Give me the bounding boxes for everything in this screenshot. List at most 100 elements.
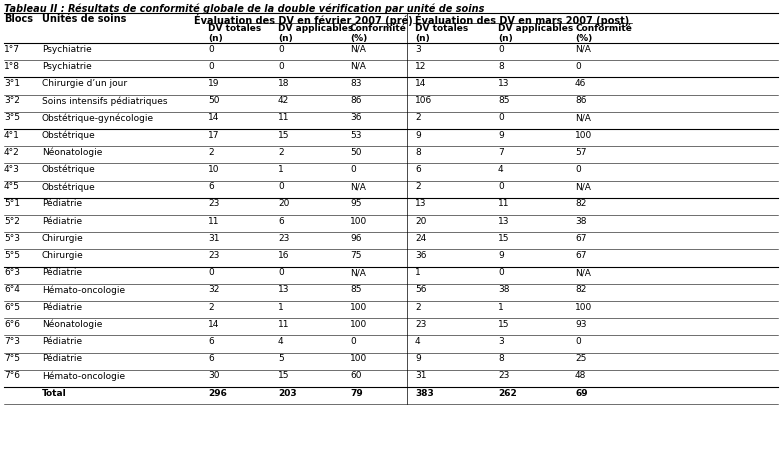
- Text: 85: 85: [498, 96, 509, 105]
- Text: 4: 4: [278, 337, 284, 346]
- Text: 18: 18: [278, 79, 289, 88]
- Text: 16: 16: [278, 251, 289, 260]
- Text: 0: 0: [575, 165, 581, 174]
- Text: 1: 1: [415, 268, 420, 277]
- Text: 20: 20: [415, 217, 427, 226]
- Text: 0: 0: [498, 45, 504, 54]
- Text: Pédiatrie: Pédiatrie: [42, 354, 82, 363]
- Text: 0: 0: [350, 337, 356, 346]
- Text: 4°5: 4°5: [4, 182, 20, 191]
- Text: 2: 2: [278, 148, 284, 157]
- Text: 50: 50: [208, 96, 219, 105]
- Text: 14: 14: [415, 79, 427, 88]
- Text: 0: 0: [498, 182, 504, 191]
- Text: N/A: N/A: [575, 45, 591, 54]
- Text: 4°3: 4°3: [4, 165, 20, 174]
- Text: 6: 6: [208, 182, 214, 191]
- Text: Psychiatrie: Psychiatrie: [42, 45, 92, 54]
- Text: 13: 13: [498, 79, 509, 88]
- Text: 11: 11: [208, 217, 219, 226]
- Text: 1: 1: [278, 165, 284, 174]
- Text: Obstétrique: Obstétrique: [42, 130, 96, 140]
- Text: 11: 11: [498, 199, 509, 208]
- Text: 95: 95: [350, 199, 361, 208]
- Text: 36: 36: [350, 113, 361, 122]
- Text: N/A: N/A: [575, 113, 591, 122]
- Text: 0: 0: [575, 62, 581, 71]
- Text: 23: 23: [498, 371, 509, 380]
- Text: 13: 13: [498, 217, 509, 226]
- Text: 3: 3: [498, 337, 504, 346]
- Text: Néonatologie: Néonatologie: [42, 319, 102, 329]
- Text: 6: 6: [208, 354, 214, 363]
- Text: Obstétrique: Obstétrique: [42, 165, 96, 174]
- Text: 86: 86: [575, 96, 587, 105]
- Text: 7°3: 7°3: [4, 337, 20, 346]
- Text: 23: 23: [415, 319, 427, 328]
- Text: 0: 0: [350, 165, 356, 174]
- Text: 3°5: 3°5: [4, 113, 20, 122]
- Text: 1°7: 1°7: [4, 45, 20, 54]
- Text: 38: 38: [498, 285, 509, 294]
- Text: 67: 67: [575, 251, 587, 260]
- Text: Tableau II : Résultats de conformité globale de la double vérification par unité: Tableau II : Résultats de conformité glo…: [4, 3, 484, 13]
- Text: 8: 8: [498, 62, 504, 71]
- Text: 2: 2: [208, 148, 214, 157]
- Text: 2: 2: [415, 302, 420, 311]
- Text: Évaluation des DV en février 2007 (pré): Évaluation des DV en février 2007 (pré): [193, 14, 413, 26]
- Text: N/A: N/A: [575, 182, 591, 191]
- Text: 19: 19: [208, 79, 219, 88]
- Text: 4°1: 4°1: [4, 130, 20, 139]
- Text: Pédiatrie: Pédiatrie: [42, 337, 82, 346]
- Text: 5°5: 5°5: [4, 251, 20, 260]
- Text: 53: 53: [350, 130, 361, 139]
- Text: 86: 86: [350, 96, 361, 105]
- Text: 14: 14: [208, 319, 219, 328]
- Text: 0: 0: [278, 268, 284, 277]
- Text: 6°6: 6°6: [4, 319, 20, 328]
- Text: 57: 57: [575, 148, 587, 157]
- Text: 100: 100: [575, 302, 592, 311]
- Text: 56: 56: [415, 285, 427, 294]
- Text: 15: 15: [498, 319, 509, 328]
- Text: 11: 11: [278, 319, 289, 328]
- Text: 3°2: 3°2: [4, 96, 20, 105]
- Text: Évaluation des DV en mars 2007 (post): Évaluation des DV en mars 2007 (post): [416, 14, 629, 26]
- Text: 296: 296: [208, 389, 227, 398]
- Text: 75: 75: [350, 251, 361, 260]
- Text: 2: 2: [415, 113, 420, 122]
- Text: Psychiatrie: Psychiatrie: [42, 62, 92, 71]
- Text: 106: 106: [415, 96, 432, 105]
- Text: DV totales
(n): DV totales (n): [208, 24, 261, 43]
- Text: 24: 24: [415, 234, 426, 243]
- Text: 0: 0: [498, 268, 504, 277]
- Text: 31: 31: [208, 234, 219, 243]
- Text: 67: 67: [575, 234, 587, 243]
- Text: 2: 2: [415, 182, 420, 191]
- Text: Obstétrique-gynécologie: Obstétrique-gynécologie: [42, 113, 154, 123]
- Text: 2: 2: [208, 302, 214, 311]
- Text: 36: 36: [415, 251, 427, 260]
- Text: 0: 0: [498, 113, 504, 122]
- Text: N/A: N/A: [350, 45, 366, 54]
- Text: 1: 1: [278, 302, 284, 311]
- Text: Total: Total: [42, 389, 67, 398]
- Text: 50: 50: [350, 148, 361, 157]
- Text: Pédiatrie: Pédiatrie: [42, 302, 82, 311]
- Text: 30: 30: [208, 371, 219, 380]
- Text: 3: 3: [415, 45, 420, 54]
- Text: 0: 0: [208, 45, 214, 54]
- Text: 60: 60: [350, 371, 361, 380]
- Text: N/A: N/A: [350, 182, 366, 191]
- Text: 31: 31: [415, 371, 427, 380]
- Text: 4°2: 4°2: [4, 148, 20, 157]
- Text: 85: 85: [350, 285, 361, 294]
- Text: 0: 0: [278, 45, 284, 54]
- Text: 203: 203: [278, 389, 296, 398]
- Text: 0: 0: [208, 62, 214, 71]
- Text: 9: 9: [415, 354, 420, 363]
- Text: 15: 15: [278, 371, 289, 380]
- Text: Conformité
(%): Conformité (%): [350, 24, 407, 43]
- Text: 15: 15: [278, 130, 289, 139]
- Text: 6: 6: [208, 337, 214, 346]
